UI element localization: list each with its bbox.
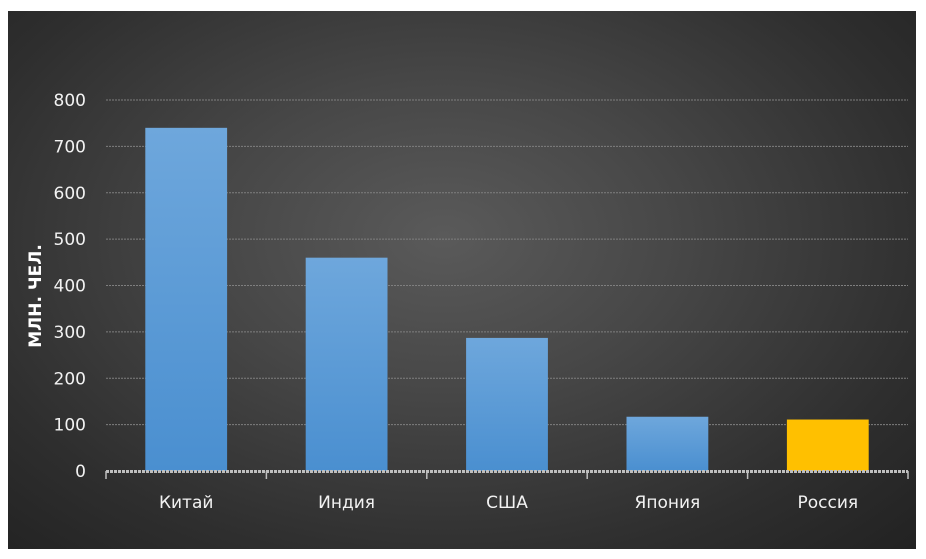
bar-3 — [466, 337, 548, 471]
x-tick-label: Япония — [635, 493, 701, 513]
bar-chart: 0 100 200 300 400 500 600 700 800 Китай Индия США Я… — [26, 91, 909, 513]
bars — [145, 127, 869, 471]
chart-area: 0 100 200 300 400 500 600 700 800 Китай Индия США Я… — [8, 11, 916, 549]
bar-2 — [305, 257, 388, 471]
bar-5 — [786, 419, 869, 471]
x-tick-label: Россия — [797, 493, 858, 513]
y-tick-label: 600 — [54, 184, 86, 204]
y-axis-ticks: 0 100 200 300 400 500 600 700 800 — [54, 91, 86, 482]
x-tick-label: Китай — [159, 493, 214, 513]
y-axis-title: МЛН. ЧЕЛ. — [26, 244, 46, 348]
x-axis-labels: Китай Индия США Япония Россия — [159, 493, 858, 513]
y-tick-label: 700 — [54, 137, 86, 157]
y-tick-label: 0 — [75, 462, 86, 482]
y-tick-label: 500 — [54, 230, 86, 250]
x-tick-label: США — [486, 493, 528, 513]
y-tick-label: 100 — [54, 416, 86, 436]
y-tick-label: 800 — [54, 91, 86, 111]
x-axis — [105, 470, 909, 479]
bar-4 — [626, 416, 709, 471]
x-tick-label: Индия — [318, 493, 375, 513]
y-tick-label: 300 — [54, 323, 86, 343]
bar-1 — [145, 127, 228, 471]
y-tick-label: 200 — [54, 369, 86, 389]
y-tick-label: 400 — [54, 277, 86, 297]
